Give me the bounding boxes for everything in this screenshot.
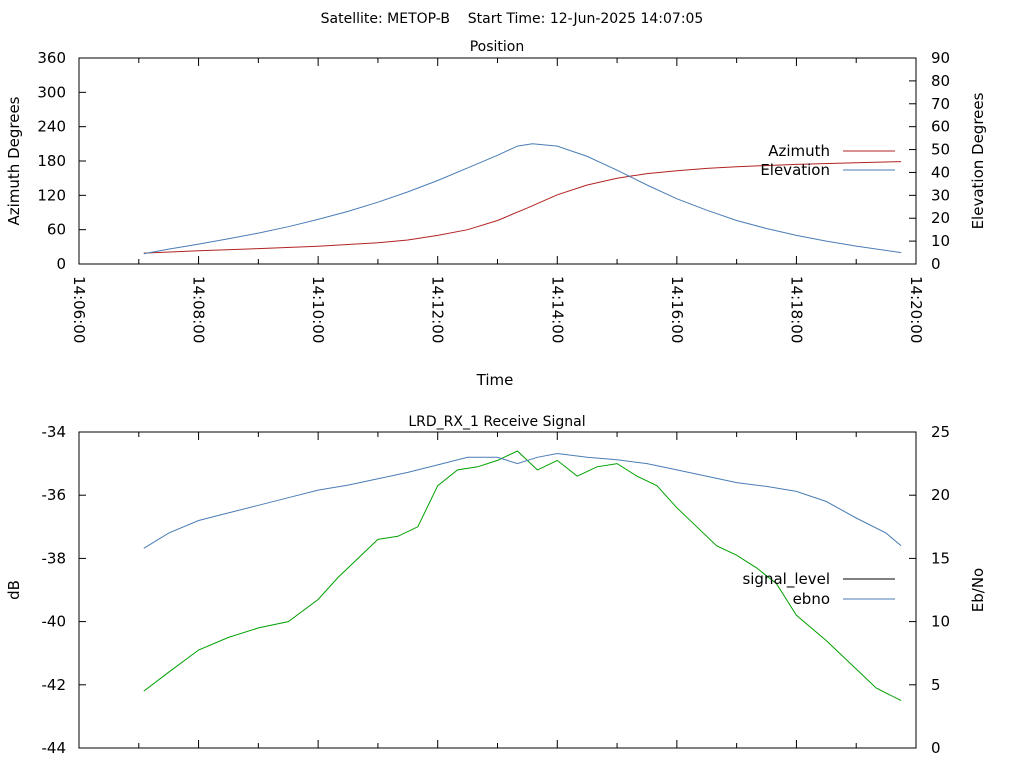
ebno-axis-label: Eb/No xyxy=(969,568,987,612)
time-axis-label: Time xyxy=(476,371,514,389)
y-tick-label: 240 xyxy=(37,118,66,136)
db-axis-label: dB xyxy=(5,580,23,600)
y-tick-label: -42 xyxy=(42,676,67,694)
x-tick-label: 14:20:00 xyxy=(907,276,925,343)
series-line-ebno xyxy=(143,452,902,549)
x-tick-label: 14:18:00 xyxy=(787,276,805,343)
series-line-signal-level xyxy=(143,450,902,702)
y-tick-label: -40 xyxy=(42,613,67,631)
elevation-axis-label: Elevation Degrees xyxy=(969,92,987,229)
y-tick-label: 0 xyxy=(56,255,66,273)
receive-signal-title: LRD_RX_1 Receive Signal xyxy=(408,414,585,430)
y2-tick-label: 20 xyxy=(931,209,950,227)
position-chart: Position Azimuth Degrees Elevation Degre… xyxy=(5,39,987,389)
position-title: Position xyxy=(470,39,525,55)
y2-tick-label: 0 xyxy=(931,739,941,757)
y2-tick-label: 20 xyxy=(931,486,950,504)
y2-tick-label: 80 xyxy=(931,72,950,90)
y2-tick-label: 60 xyxy=(931,118,950,136)
y-tick-label: 180 xyxy=(37,152,66,170)
y2-tick-label: 40 xyxy=(931,163,950,181)
y2-tick-label: 10 xyxy=(931,613,950,631)
legend-label: signal_level xyxy=(742,570,830,589)
y-tick-label: -34 xyxy=(42,423,67,441)
y2-tick-label: 50 xyxy=(931,141,950,159)
x-tick-label: 14:06:00 xyxy=(70,276,88,343)
y2-tick-label: 30 xyxy=(931,186,950,204)
plot-frame xyxy=(78,431,917,749)
y2-tick-label: 70 xyxy=(931,95,950,113)
y2-tick-label: 5 xyxy=(931,676,941,694)
receive-signal-chart: LRD_RX_1 Receive Signal dB Eb/No -44 -42 -… xyxy=(5,414,987,757)
azimuth-axis-label: Azimuth Degrees xyxy=(5,96,23,225)
y-tick-label: -38 xyxy=(42,549,67,567)
x-tick-label: 14:10:00 xyxy=(309,276,327,343)
legend-label: Elevation xyxy=(760,161,830,179)
y-tick-label: 360 xyxy=(37,49,66,67)
y-tick-label: -44 xyxy=(42,739,67,757)
y-tick-label: 300 xyxy=(37,83,66,101)
legend-label: ebno xyxy=(793,590,830,608)
y2-tick-label: 10 xyxy=(931,232,950,250)
x-tick-label: 14:16:00 xyxy=(668,276,686,343)
x-tick-label: 14:12:00 xyxy=(429,276,447,343)
legend-label: Azimuth xyxy=(768,142,830,160)
x-tick-label: 14:14:00 xyxy=(548,276,566,343)
y-tick-label: 60 xyxy=(47,221,66,239)
header-title: Satellite: METOP-B Start Time: 12-Jun-20… xyxy=(321,11,704,27)
y2-tick-label: 25 xyxy=(931,423,950,441)
series-line-azimuth xyxy=(143,161,902,254)
x-tick-label: 14:08:00 xyxy=(190,276,208,343)
y2-tick-label: 0 xyxy=(931,255,941,273)
y-tick-label: 120 xyxy=(37,186,66,204)
series-line-elevation xyxy=(143,143,902,255)
y-tick-label: -36 xyxy=(42,486,67,504)
y2-tick-label: 15 xyxy=(931,549,950,567)
y2-tick-label: 90 xyxy=(931,49,950,67)
